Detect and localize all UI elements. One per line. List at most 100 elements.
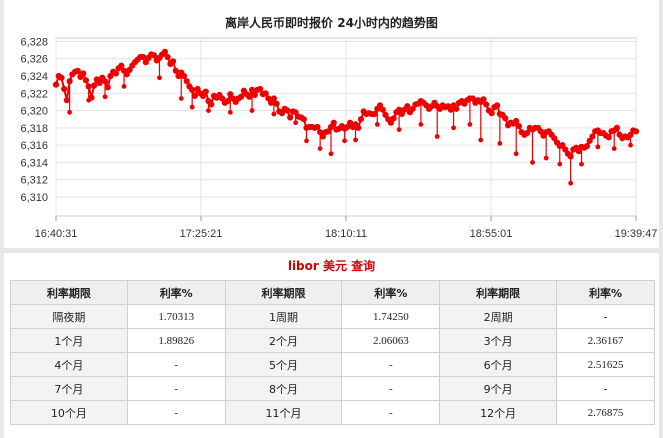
data-point (390, 115, 397, 122)
table-row: 10个月 - 11个月 - 12个月 2.76875 (10, 400, 655, 425)
period-cell: 11个月 (224, 400, 343, 425)
data-point (189, 86, 196, 93)
data-point (515, 123, 523, 130)
rate-cell: - (126, 400, 226, 425)
data-point (58, 74, 65, 81)
table-row: 4个月 - 5个月 - 6个月 2.51625 (10, 352, 655, 377)
period-cell: 8个月 (224, 376, 343, 401)
data-point (589, 133, 596, 140)
libor-title: libor 美元 查询 (287, 259, 376, 273)
period-cell: 1个月 (10, 328, 128, 353)
drop-point (579, 161, 584, 167)
data-point (238, 93, 245, 100)
drop-point (467, 122, 473, 127)
rate-cell: 1.74250 (341, 304, 441, 329)
data-point (74, 67, 81, 74)
data-point (480, 96, 487, 103)
rate-cell: - (556, 304, 655, 329)
drop-point (497, 141, 503, 146)
period-cell: 6个月 (439, 352, 558, 377)
data-point (246, 93, 253, 100)
data-point (257, 85, 264, 93)
data-point (96, 79, 103, 87)
data-point (88, 94, 95, 101)
drop-point (530, 160, 535, 165)
y-tick-label: 6,322 (20, 88, 48, 100)
data-point (314, 123, 321, 131)
header-cell: 利率期限 (224, 280, 343, 305)
rate-cell: 2.36167 (556, 328, 655, 353)
drop-point (271, 111, 277, 117)
drop-point (595, 144, 601, 150)
data-point (513, 117, 520, 125)
x-tick-label: 18:55:01 (470, 228, 513, 240)
data-point (494, 102, 501, 109)
data-point (118, 62, 125, 69)
data-point (357, 116, 365, 123)
trend-chart: 6,310 6,312 6,314 6,316 6,318 6,320 6,322 6,324… (20, 36, 658, 240)
y-tick-label: 6,326 (20, 54, 48, 66)
data-point (262, 90, 269, 97)
data-point (488, 110, 495, 117)
data-point (91, 82, 98, 89)
data-point (140, 53, 147, 61)
data-point (63, 97, 70, 104)
y-tick-label: 6,310 (20, 192, 48, 204)
rate-cell: 2.76875 (556, 400, 655, 425)
rate-cell: - (341, 400, 441, 425)
y-tick-label: 6,318 (20, 123, 48, 135)
data-point (613, 124, 621, 131)
data-point (523, 129, 531, 137)
table-row: 7个月 - 8个月 - 9个月 - (10, 376, 655, 401)
data-point (85, 83, 92, 90)
period-cell: 1周期 (224, 304, 343, 329)
data-point (248, 86, 256, 93)
drop-point (121, 83, 127, 89)
header-cell: 利率% (126, 280, 226, 305)
data-point (287, 114, 294, 121)
rate-cell: - (126, 376, 226, 401)
period-cell: 7个月 (10, 376, 128, 401)
drop-point (342, 138, 348, 144)
drop-point (317, 146, 323, 152)
libor-header-row: 利率期限 利率% 利率期限 利率% 利率期限 利率% (10, 280, 655, 305)
data-point (483, 101, 490, 108)
period-cell: 10个月 (10, 400, 128, 425)
drop-point (568, 180, 574, 186)
data-point (632, 128, 640, 135)
table-row: 隔夜期 1.70313 1周期 1.74250 2周期 - (10, 304, 655, 329)
x-tick-label: 19:39:47 (615, 228, 658, 240)
data-point (169, 58, 177, 65)
chart-title: 离岸人民币即时报价 24小时内的趋势图 (225, 16, 438, 30)
data-point (191, 92, 198, 99)
chart-panel: 离岸人民币即时报价 24小时内的趋势图 6,310 6,312 6,314 6,316… (4, 0, 659, 248)
data-point (164, 53, 171, 61)
rate-cell: - (126, 352, 226, 377)
drop-point (557, 161, 563, 167)
period-cell: 2周期 (439, 304, 558, 329)
drop-point (102, 94, 108, 100)
data-point (52, 81, 60, 88)
x-tick-label: 18:10:11 (325, 228, 367, 240)
drop-point (478, 137, 484, 143)
data-point (172, 67, 179, 74)
drop-point (353, 137, 358, 143)
data-point (224, 97, 231, 105)
drop-point (418, 122, 424, 127)
drop-point (628, 142, 633, 148)
libor-panel: libor 美元 查询 利率期限 利率% 利率期限 利率% 利率期限 利率% 隔… (4, 253, 659, 438)
data-point (300, 116, 307, 123)
header-cell: 利率% (341, 280, 441, 305)
data-point (502, 115, 509, 122)
drop-point (374, 122, 380, 127)
y-tick-label: 6,328 (20, 36, 48, 48)
data-point (101, 78, 109, 85)
data-point (251, 91, 258, 99)
period-cell: 9个月 (439, 376, 558, 401)
x-tick-label: 16:40:31 (35, 228, 78, 240)
data-point (61, 85, 68, 93)
data-point (355, 124, 362, 131)
data-point (150, 52, 158, 59)
data-point (80, 70, 87, 77)
period-cell: 5个月 (224, 352, 343, 377)
